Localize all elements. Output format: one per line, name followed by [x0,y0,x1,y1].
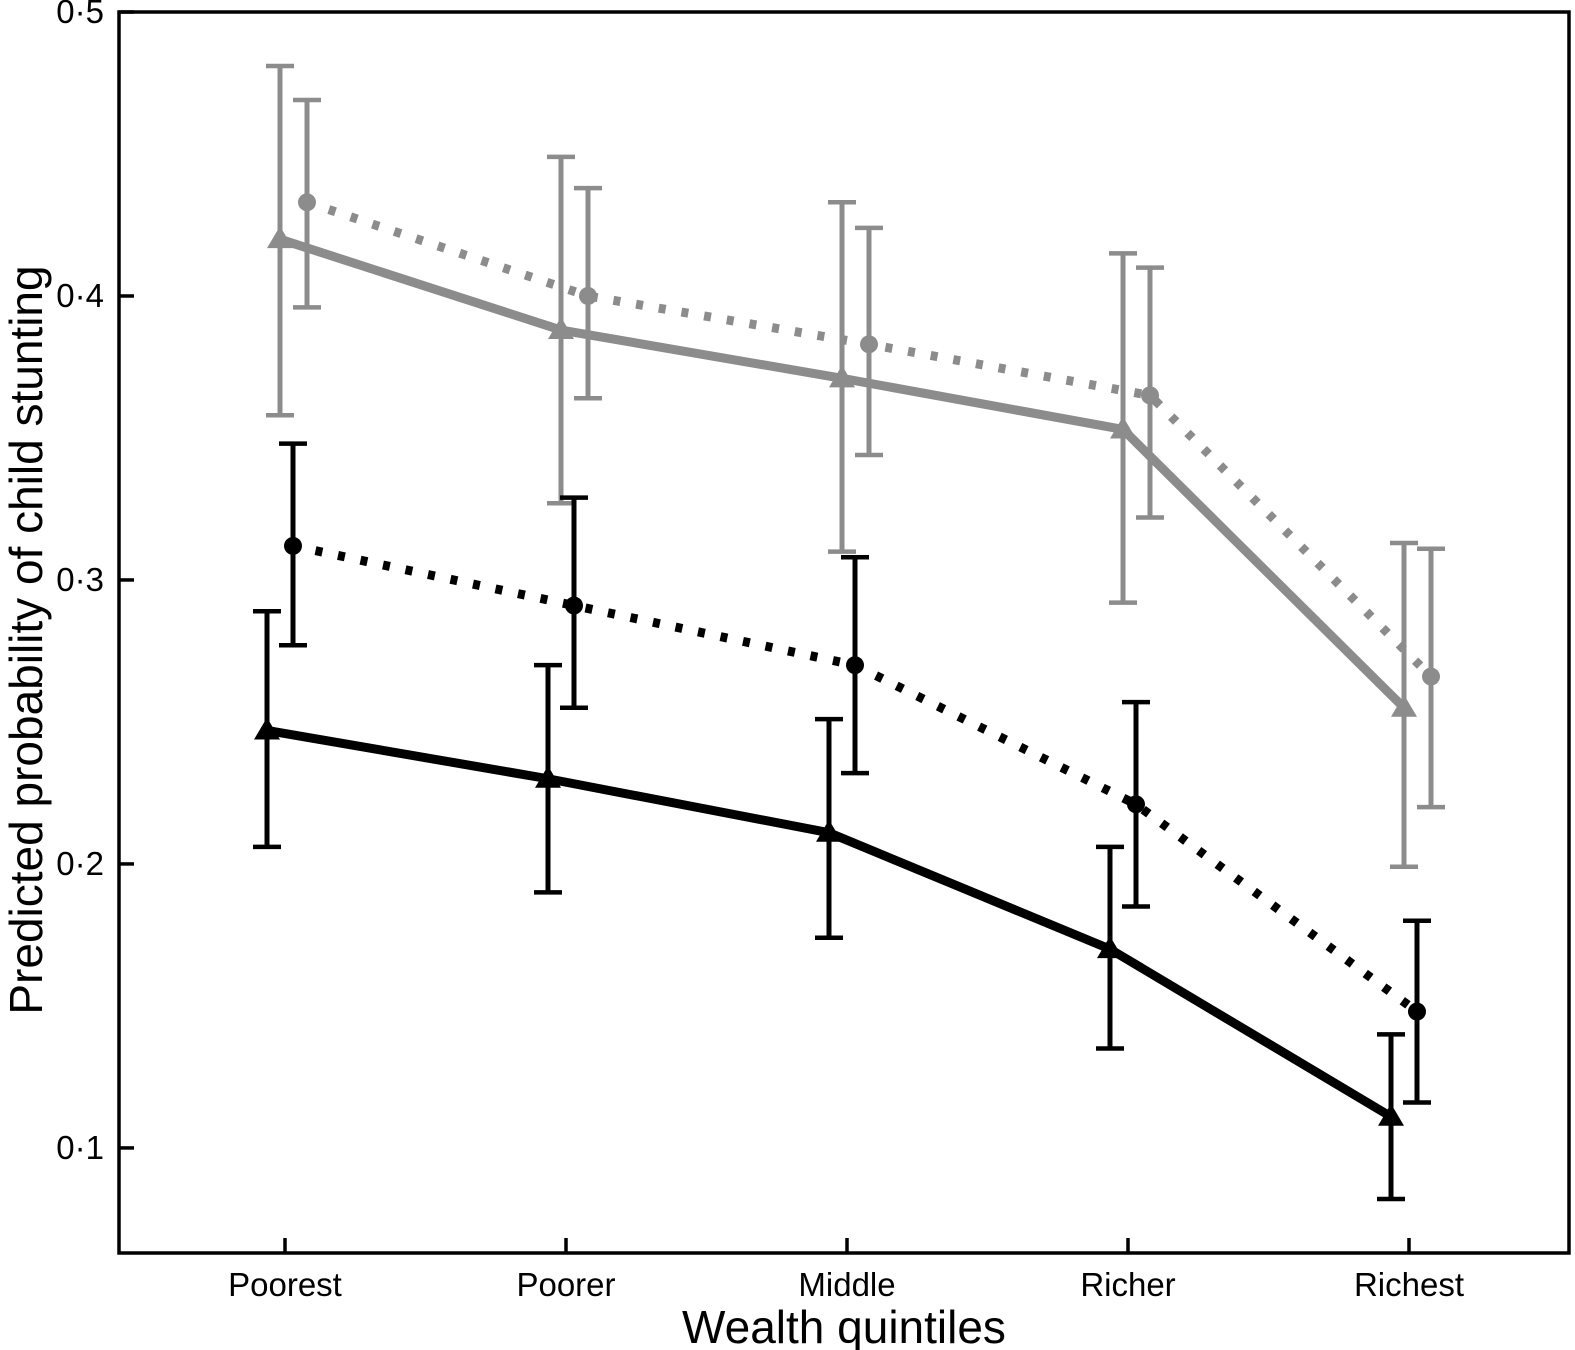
circle-marker [1141,386,1159,405]
x-axis-title: Wealth quintiles [682,1301,1006,1350]
circle-marker [1422,667,1440,686]
series-black-solid-triangles [253,608,1405,1202]
x-tick-label: Middle [798,1266,895,1303]
circle-marker [298,193,316,212]
y-tick-label: 0·2 [56,845,104,882]
y-tick-label: 0·5 [56,0,104,30]
plot-border [117,10,1571,1255]
triangle-marker [829,365,855,388]
data-series-layer [253,63,1445,1202]
triangle-marker [535,765,561,788]
y-tick-label: 0·4 [56,277,104,314]
circle-marker [284,536,302,555]
triangle-marker [548,317,574,340]
triangle-marker [267,226,293,249]
triangle-marker [1097,936,1123,959]
y-tick-label: 0·3 [56,561,104,598]
circle-marker [579,286,597,305]
triangle-marker [1110,416,1136,439]
circle-marker [565,596,583,615]
y-axis: 0·1 0·2 0·3 0·4 0·5 [56,0,134,1166]
x-tick-label: Poorer [516,1266,615,1303]
y-tick-label: 0·1 [56,1129,104,1166]
x-tick-label: Richest [1354,1266,1464,1303]
series-black-dotted-circles [279,441,1431,1105]
triangle-marker [254,717,280,740]
circle-marker [1127,795,1145,814]
x-tick-label: Poorest [228,1266,342,1303]
triangle-marker [816,819,842,842]
y-axis-title: Predicted probability of child stunting [0,265,52,1014]
triangle-marker [1391,694,1417,717]
circle-marker [1408,1002,1426,1021]
x-axis: Poorest Poorer Middle Richer Richest [228,1238,1464,1303]
x-tick-label: Richer [1080,1266,1175,1303]
series-grey-solid-triangles [266,63,1418,870]
triangle-marker [1378,1103,1404,1126]
circle-marker [846,656,864,675]
circle-marker [860,335,878,354]
series-grey-dotted-circles [293,97,1445,810]
